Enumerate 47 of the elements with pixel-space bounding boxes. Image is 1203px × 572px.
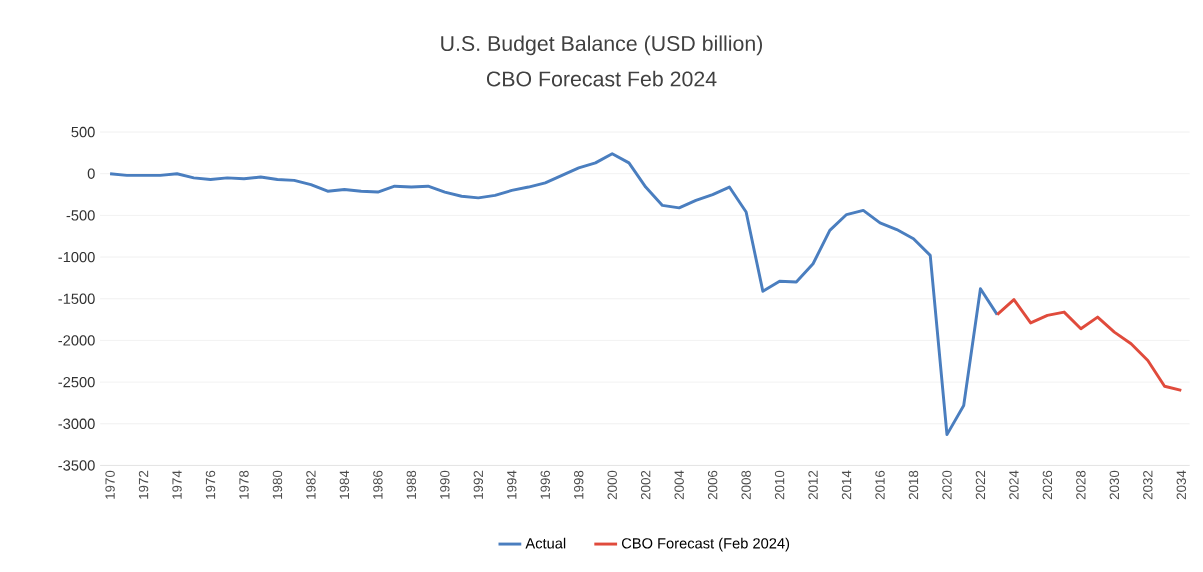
y-tick-label: -2500 (58, 376, 95, 388)
x-tick-label: 1976 (205, 470, 216, 499)
x-tick-label: 1986 (373, 470, 383, 499)
x-tick-label: 2000 (607, 470, 617, 500)
x-tick-label: 2014 (841, 470, 852, 500)
y-tick-label: 0 (87, 168, 95, 179)
x-tick-label: 2006 (707, 470, 718, 500)
x-tick-label: 1990 (440, 470, 450, 499)
legend-label: Actual (525, 537, 566, 549)
x-tick-label: 1982 (306, 470, 316, 499)
x-tick-label: 1980 (272, 470, 283, 499)
x-tick-label: 2020 (942, 470, 952, 500)
x-tick-label: 2026 (1042, 470, 1053, 500)
x-tick-label: 2016 (875, 470, 885, 500)
x-tick-label: 1974 (172, 470, 182, 499)
y-tick-label: -2000 (58, 335, 95, 346)
line-series (995, 298, 1183, 392)
x-tick-label: 2010 (774, 470, 785, 500)
y-tick-label: -3500 (58, 460, 95, 471)
x-tick-label: 1978 (239, 470, 249, 499)
x-tick-label: 2028 (1076, 470, 1086, 500)
x-tick-label: 2004 (674, 470, 684, 500)
x-tick-label: 1992 (473, 470, 484, 499)
legend-label: CBO Forecast (Feb 2024) (621, 537, 790, 552)
x-tick-label: 2012 (808, 470, 818, 500)
x-tick-label: 2034 (1176, 470, 1187, 500)
x-tick-label: 1988 (406, 470, 417, 499)
y-tick-label: -1500 (58, 293, 95, 304)
y-tick-label: -1000 (58, 251, 95, 263)
x-tick-label: 2008 (741, 470, 751, 500)
x-tick-label: 1996 (540, 470, 550, 499)
y-tick-label: -3000 (58, 418, 95, 429)
x-tick-label: 1998 (574, 470, 584, 499)
x-tick-label: 1972 (138, 470, 149, 499)
chart-subtitle: CBO Forecast Feb 2024 (486, 70, 717, 87)
chart-title: U.S. Budget Balance (USD billion) (441, 35, 763, 56)
x-tick-label: 1970 (105, 470, 115, 499)
x-tick-label: 2030 (1109, 470, 1120, 500)
x-tick-label: 2032 (1143, 470, 1153, 500)
x-tick-label: 2022 (975, 470, 986, 500)
x-tick-label: 2018 (908, 470, 919, 500)
y-tick-label: -500 (66, 210, 95, 221)
x-tick-label: 1984 (339, 470, 350, 499)
y-tick-label: 500 (71, 126, 95, 138)
x-tick-label: 2002 (640, 470, 651, 500)
x-tick-label: 1994 (507, 470, 517, 499)
x-tick-label: 2024 (1009, 470, 1019, 500)
